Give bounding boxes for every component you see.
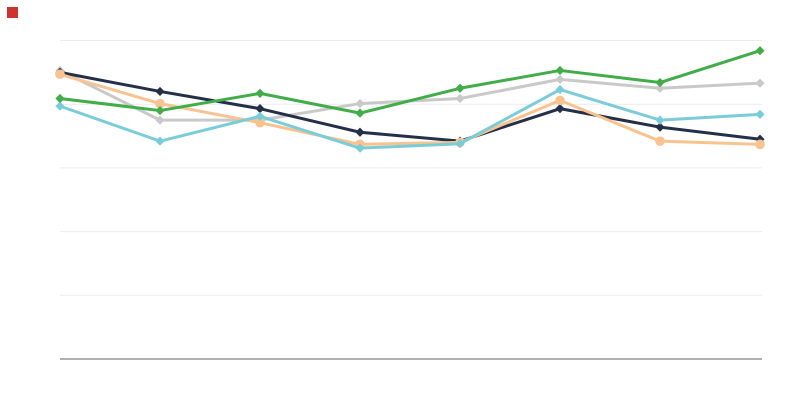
data-point-green (455, 83, 465, 93)
data-point-navy (155, 86, 165, 97)
data-point-cyan (255, 111, 265, 121)
series-line-navy (58, 70, 762, 143)
data-point-navy (255, 104, 265, 114)
data-point-orange (55, 69, 65, 80)
series-line-gray (58, 68, 762, 122)
data-point-green (155, 105, 165, 116)
data-point-cyan (755, 109, 765, 119)
data-point-cyan (55, 101, 65, 111)
data-point-green (355, 108, 365, 118)
data-point-gray (555, 74, 565, 84)
red-square-marker (7, 7, 18, 18)
data-point-green (55, 93, 65, 104)
data-point-gray (155, 115, 165, 125)
data-point-gray (655, 83, 665, 93)
data-point-cyan (655, 115, 665, 125)
data-point-navy (555, 104, 565, 114)
series-line-cyan (58, 88, 762, 150)
data-point-green (755, 46, 765, 56)
data-point-green (255, 88, 265, 98)
data-point-cyan (555, 84, 565, 95)
data-point-green (555, 65, 565, 76)
data-point-gray (755, 78, 765, 88)
series-line-green (58, 49, 762, 115)
data-point-cyan (355, 143, 365, 153)
data-point-orange (755, 139, 765, 150)
data-point-navy (355, 127, 365, 137)
data-point-cyan (455, 139, 465, 149)
data-point-orange (555, 95, 565, 106)
data-point-navy (655, 122, 665, 132)
data-point-green (655, 77, 665, 88)
data-point-cyan (155, 136, 165, 146)
data-point-orange (155, 98, 165, 109)
data-point-orange (655, 136, 665, 146)
data-point-gray (455, 93, 465, 104)
data-point-gray (355, 98, 365, 109)
data-point-orange (255, 117, 265, 128)
